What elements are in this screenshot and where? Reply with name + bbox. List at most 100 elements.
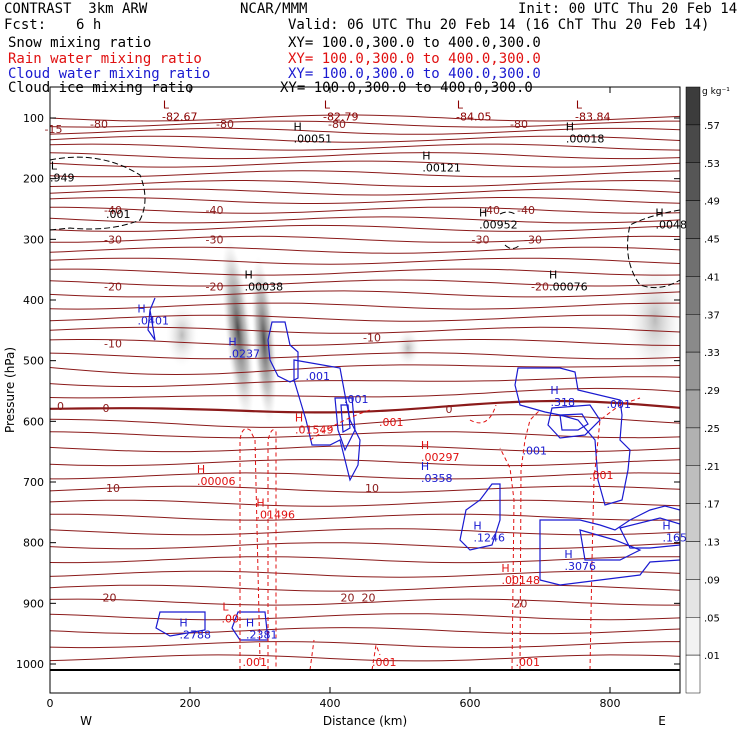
temperature-label: -40 <box>104 204 122 217</box>
extremum-value-label: .00018 <box>566 132 605 145</box>
y-tick-label: 400 <box>23 294 44 307</box>
colorbar-tick-label: .13 <box>704 538 720 549</box>
extremum-value-label: .01496 <box>257 508 296 521</box>
rain-water-contours <box>239 397 641 671</box>
colorbar-unit-label: g kg⁻¹ <box>702 87 730 97</box>
colorbar-tick-label: .57 <box>704 121 720 132</box>
isotherm-line <box>50 339 680 347</box>
colorbar-tick-label: .21 <box>704 462 720 473</box>
extremum-value-label: .001 <box>372 656 397 669</box>
extremum-kind-label: H <box>421 460 429 473</box>
extremum-value-label: .001 <box>589 469 614 482</box>
extremum-value-label: .2381 <box>246 629 278 642</box>
y-tick-label: 100 <box>23 112 44 125</box>
extremum-kind-label: H <box>422 149 430 162</box>
isotherm-line <box>50 279 680 287</box>
isotherm-line <box>50 290 680 298</box>
temperature-label: -30 <box>104 233 122 246</box>
temperature-label: 20 <box>362 591 376 604</box>
extremum-kind-label: H <box>566 120 574 133</box>
isotherm-line <box>50 235 680 243</box>
temperature-label: 20 <box>103 591 117 604</box>
isotherm-line <box>50 170 680 178</box>
x-tick-label: 400 <box>320 697 341 710</box>
isotherm-line <box>50 314 680 322</box>
colorbar: .57 .53 .49 .45 .41 .37 .33 .29 .25 .21 .17 .13 .09.… <box>685 86 730 694</box>
isotherm-line <box>50 135 680 143</box>
isotherm-line <box>50 268 680 276</box>
temperature-label: -10 <box>363 332 381 345</box>
isotherm-line <box>50 114 680 122</box>
extremum-value-label: .001 <box>306 370 331 383</box>
x-tick-label: 0 <box>47 697 54 710</box>
extremum-value-label: .00148 <box>502 574 541 587</box>
extremum-value-label: .00006 <box>197 475 236 488</box>
colorbar-tick-label: .17 <box>704 500 720 511</box>
isotherm-line <box>50 445 680 453</box>
contour-labels: -15 -80 -80 -80 -80 -40 -40 -40 -40 -30 -30 -30 -30 -… <box>45 98 694 668</box>
temperature-label: -80 <box>510 118 528 131</box>
extremum-kind-label: H <box>549 268 557 281</box>
y-tick-label: 600 <box>23 415 44 428</box>
extremum-kind-label: H <box>662 519 670 532</box>
extremum-kind-label: H <box>564 548 572 561</box>
isotherm-line <box>50 485 680 493</box>
colorbar-cell <box>685 465 701 504</box>
extremum-value-label: .0401 <box>138 314 170 327</box>
extremum-value-label: -83.84 <box>575 110 610 123</box>
init-time: Init: 00 UTC Thu 20 Feb 14 <box>518 1 738 17</box>
west-endpoint-label: W <box>80 714 92 728</box>
temperature-label: -80 <box>90 118 108 131</box>
extremum-value-label: .00952 <box>479 218 517 231</box>
extremum-kind-label: H <box>137 302 145 315</box>
extremum-kind-label: H <box>473 519 481 532</box>
temperature-label: -40 <box>517 204 535 217</box>
field-name-cloud-water: Cloud water mixing ratio <box>8 66 211 82</box>
isotherm-line <box>50 376 680 388</box>
x-tick-label: 600 <box>460 697 481 710</box>
colorbar-tick-label: .45 <box>704 235 720 246</box>
extremum-kind-label: H <box>246 617 254 630</box>
valid-time: Valid: 06 UTC Thu 20 Feb 14 (16 ChT Thu … <box>288 17 710 33</box>
isotherm-line <box>50 326 680 334</box>
extremum-value-label: .0048 <box>656 218 688 231</box>
extremum-kind-label: H <box>655 206 663 219</box>
colorbar-cell <box>685 427 701 466</box>
field-xy-cloud-ice: XY= 100.0,300.0 to 400.0,300.0 <box>280 80 533 96</box>
extremum-value-label: .2788 <box>180 629 212 642</box>
model-title: CONTRAST 3km ARW <box>4 1 148 17</box>
extremum-kind-label: H <box>295 411 303 424</box>
y-tick-label: 1000 <box>16 658 44 671</box>
isotherm-line <box>50 598 680 606</box>
temperature-contours <box>50 114 680 662</box>
extremum-kind-label: L <box>222 601 229 614</box>
x-tick-label: 800 <box>600 697 621 710</box>
isotherm-line <box>50 257 680 265</box>
extremum-value-label: .00038 <box>245 280 284 293</box>
isotherm-line <box>50 542 680 550</box>
temperature-label: 0 <box>103 402 110 415</box>
extremum-value-label: .0358 <box>421 472 453 485</box>
temperature-label: -15 <box>45 123 63 136</box>
temperature-label: -30 <box>472 233 490 246</box>
isotherm-line <box>50 188 680 196</box>
isotherm-line <box>50 152 680 160</box>
isotherm-line <box>50 246 680 254</box>
field-xy-snow: XY= 100.0,300.0 to 400.0,300.0 <box>288 35 541 51</box>
plot-frame <box>49 86 681 694</box>
fcst-value: 6 h <box>76 17 102 33</box>
extremum-kind-label: H <box>228 336 236 349</box>
colorbar-cell <box>685 124 701 163</box>
isotherm-line <box>50 179 680 187</box>
isotherm-line <box>50 472 680 480</box>
y-tick-label: 200 <box>23 173 44 186</box>
colorbar-cell <box>685 579 701 618</box>
temperature-label: -40 <box>206 204 224 217</box>
extremum-kind-label: L <box>324 98 331 111</box>
temperature-label: -30 <box>524 233 542 246</box>
isotherm-line <box>50 528 680 536</box>
isotherm-line <box>50 513 680 521</box>
isotherm-line <box>50 459 680 467</box>
temperature-label: -30 <box>206 233 224 246</box>
